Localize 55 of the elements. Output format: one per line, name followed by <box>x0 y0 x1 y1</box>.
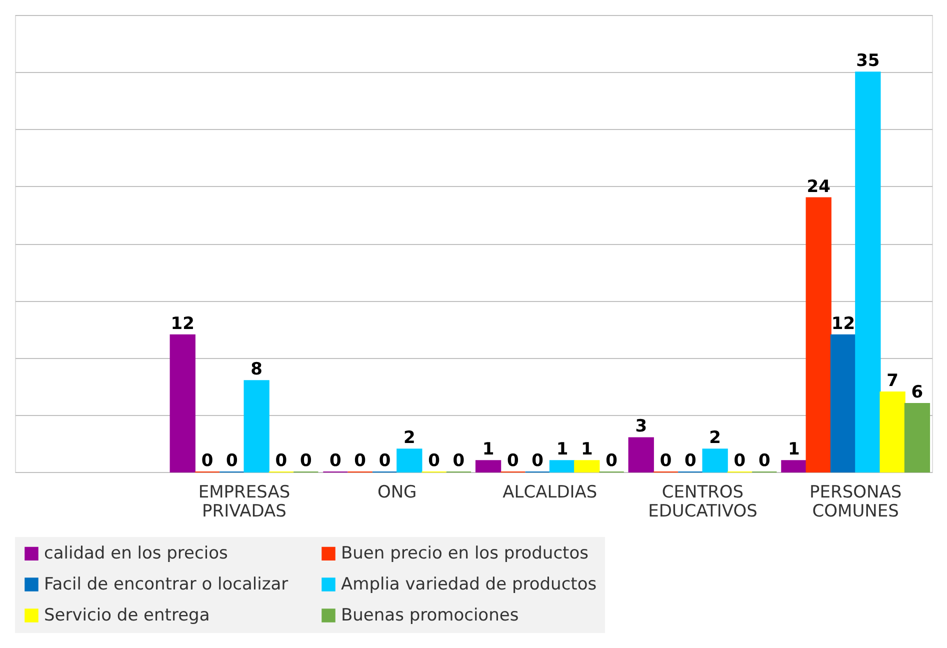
data-label: 0 <box>354 451 366 471</box>
x-tick-label: ALCALDIAS <box>502 482 598 502</box>
x-tick-label: PERSONAS COMUNES <box>810 482 902 522</box>
data-label: 1 <box>556 440 568 460</box>
data-label: 12 <box>831 314 856 334</box>
data-label: 0 <box>507 451 520 471</box>
data-label: 1 <box>580 440 593 460</box>
data-label: 0 <box>452 451 465 471</box>
bar <box>855 72 881 472</box>
data-label: 0 <box>684 451 697 471</box>
bar <box>396 448 422 472</box>
data-label: 6 <box>911 382 924 402</box>
data-label: 0 <box>428 451 440 471</box>
data-label: 0 <box>226 451 238 471</box>
data-label: 0 <box>275 451 288 471</box>
x-tick-label: ONG <box>377 482 417 502</box>
data-label: 8 <box>250 360 262 380</box>
data-label: 0 <box>734 451 746 471</box>
data-label: 7 <box>886 371 898 392</box>
data-label: 1 <box>788 440 800 460</box>
bar <box>904 402 930 472</box>
legend-label: Buen precio en los productos <box>341 544 589 564</box>
data-label: 0 <box>660 451 672 471</box>
bar <box>170 334 196 472</box>
legend-label: Facil de encontrar o localizar <box>44 574 288 594</box>
bar <box>830 334 856 472</box>
data-label: 0 <box>201 451 214 471</box>
bar <box>475 460 502 472</box>
data-label: 0 <box>532 451 544 471</box>
x-tick-label: EMPRESAS PRIVADAS <box>198 482 290 522</box>
data-label: 2 <box>403 428 416 448</box>
data-label: 3 <box>635 416 648 437</box>
data-label: 12 <box>170 314 194 334</box>
legend-label: Servicio de entrega <box>44 606 210 626</box>
bar <box>549 460 576 472</box>
bar <box>781 460 807 472</box>
data-label: 24 <box>806 176 831 197</box>
legend-label: Buenas promociones <box>341 606 519 626</box>
legend-label: Amplia variedad de productos <box>341 574 597 594</box>
data-label: 0 <box>330 451 342 471</box>
legend-label: calidad en los precios <box>44 544 228 564</box>
bar <box>806 197 832 472</box>
x-tick-label: CENTROS EDUCATIVOS <box>648 482 758 522</box>
data-label: 0 <box>606 451 618 471</box>
bar <box>880 392 906 472</box>
data-label: 0 <box>300 451 312 471</box>
data-label: 0 <box>758 451 770 471</box>
bar <box>244 380 270 472</box>
data-label: 0 <box>378 451 391 471</box>
bar <box>574 460 600 472</box>
data-label: 35 <box>856 51 880 72</box>
bar <box>628 437 654 472</box>
data-label: 1 <box>482 440 494 460</box>
data-label: 2 <box>709 428 721 448</box>
bar <box>702 448 728 472</box>
